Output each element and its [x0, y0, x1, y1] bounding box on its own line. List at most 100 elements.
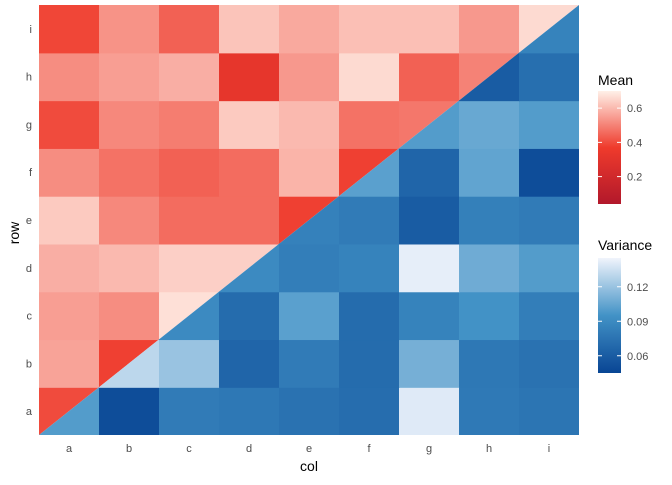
variance-cell-e-h: [459, 196, 520, 245]
y-axis-ticks: a b c d e f g h i: [26, 24, 33, 418]
mean-cell-e-d: [219, 196, 280, 245]
legend-variance-tick-label: 0.12: [627, 282, 648, 294]
variance-cell-f-g: [399, 148, 460, 197]
mean-cell-h-d: [219, 52, 280, 102]
mean-cell-i-g: [399, 5, 460, 54]
x-tick-label-f: f: [367, 443, 371, 455]
y-tick-label-i: i: [30, 24, 32, 36]
y-tick-label-f: f: [29, 167, 33, 179]
mean-cell-h-b: [99, 52, 160, 102]
mean-cell-h-g: [399, 52, 460, 102]
legend-mean-tick-label: 0.2: [627, 172, 642, 184]
variance-cell-d-g: [399, 243, 460, 293]
mean-cell-e-a: [39, 196, 100, 245]
y-tick-label-e: e: [26, 215, 32, 227]
variance-cell-d-h: [459, 243, 520, 293]
variance-cell-d-e: [279, 243, 340, 293]
variance-cell-b-i: [519, 339, 579, 388]
legend-variance: Variance 0.06 0.09 0.12: [598, 237, 652, 373]
mean-cell-g-a: [39, 100, 100, 149]
mean-cell-e-c: [159, 196, 220, 245]
mean-cell-g-e: [279, 100, 340, 149]
x-axis-title: col: [300, 458, 318, 474]
mean-cell-h-a: [39, 52, 100, 102]
mean-cell-f-c: [159, 148, 220, 197]
variance-cell-f-h: [459, 148, 520, 197]
y-tick-label-a: a: [26, 406, 33, 418]
mean-cell-f-e: [279, 148, 340, 197]
legend-mean-colorbar: [598, 91, 621, 204]
mean-cell-i-e: [279, 5, 340, 54]
x-tick-label-e: e: [306, 443, 312, 455]
x-tick-label-c: c: [186, 443, 192, 455]
variance-cell-b-h: [459, 339, 520, 388]
variance-cell-c-i: [519, 291, 579, 341]
legend-mean-tick-label: 0.6: [627, 103, 642, 115]
plot-panel: [39, 5, 579, 435]
mean-cell-i-h: [459, 5, 520, 54]
legend-mean-title: Mean: [598, 72, 633, 88]
variance-cell-b-e: [279, 339, 340, 388]
legend-mean-tick-label: 0.4: [627, 137, 642, 149]
x-tick-label-h: h: [486, 443, 492, 455]
variance-cell-c-e: [279, 291, 340, 341]
mean-cell-i-f: [339, 5, 400, 54]
variance-cell-b-c: [159, 339, 220, 388]
variance-cell-h-i: [519, 52, 579, 102]
mean-cell-i-b: [99, 5, 160, 54]
mean-cell-h-e: [279, 52, 340, 102]
variance-cell-g-h: [459, 100, 520, 149]
y-tick-label-b: b: [26, 358, 32, 370]
variance-cell-a-b: [99, 387, 160, 435]
mean-cell-c-b: [99, 291, 160, 341]
variance-cell-a-c: [159, 387, 220, 435]
mean-cell-d-b: [99, 243, 160, 293]
y-tick-label-c: c: [27, 311, 33, 323]
mean-cell-f-d: [219, 148, 280, 197]
variance-cell-a-d: [219, 387, 280, 435]
variance-cell-b-g: [399, 339, 460, 388]
variance-cell-f-i: [519, 148, 579, 197]
legend-variance-colorbar: [598, 258, 621, 373]
variance-cell-a-i: [519, 387, 579, 435]
y-axis-title: row: [6, 221, 22, 244]
mean-cell-i-c: [159, 5, 220, 54]
mean-cell-b-a: [39, 339, 100, 388]
variance-cell-d-i: [519, 243, 579, 293]
variance-cell-a-g: [399, 387, 460, 435]
mean-cell-f-a: [39, 148, 100, 197]
variance-cell-a-e: [279, 387, 340, 435]
variance-cell-e-i: [519, 196, 579, 245]
x-tick-label-i: i: [548, 443, 550, 455]
mean-cell-g-b: [99, 100, 160, 149]
x-tick-label-d: d: [246, 443, 252, 455]
mean-cell-i-d: [219, 5, 280, 54]
legend-variance-tick-label: 0.09: [627, 316, 648, 328]
variance-cell-c-d: [219, 291, 280, 341]
mean-cell-c-a: [39, 291, 100, 341]
mean-cell-d-a: [39, 243, 100, 293]
y-tick-label-g: g: [26, 119, 32, 131]
variance-cell-c-f: [339, 291, 400, 341]
y-tick-label-h: h: [26, 72, 32, 84]
mean-cell-e-b: [99, 196, 160, 245]
legend-variance-title: Variance: [598, 237, 652, 253]
mean-cell-h-f: [339, 52, 400, 102]
variance-cell-d-f: [339, 243, 400, 293]
legend-mean: Mean 0.2 0.4 0.6: [598, 72, 642, 204]
variance-cell-a-h: [459, 387, 520, 435]
mean-cell-g-f: [339, 100, 400, 149]
variance-cell-c-g: [399, 291, 460, 341]
variance-cell-c-h: [459, 291, 520, 341]
mean-cell-g-c: [159, 100, 220, 149]
mean-cell-f-b: [99, 148, 160, 197]
variance-cell-g-i: [519, 100, 579, 149]
x-tick-label-b: b: [126, 443, 132, 455]
x-tick-label-a: a: [66, 443, 73, 455]
x-tick-label-g: g: [426, 443, 432, 455]
x-axis-ticks: a b c d e f g h i: [66, 443, 550, 455]
variance-cell-a-f: [339, 387, 400, 435]
mean-cell-h-c: [159, 52, 220, 102]
variance-cell-e-g: [399, 196, 460, 245]
